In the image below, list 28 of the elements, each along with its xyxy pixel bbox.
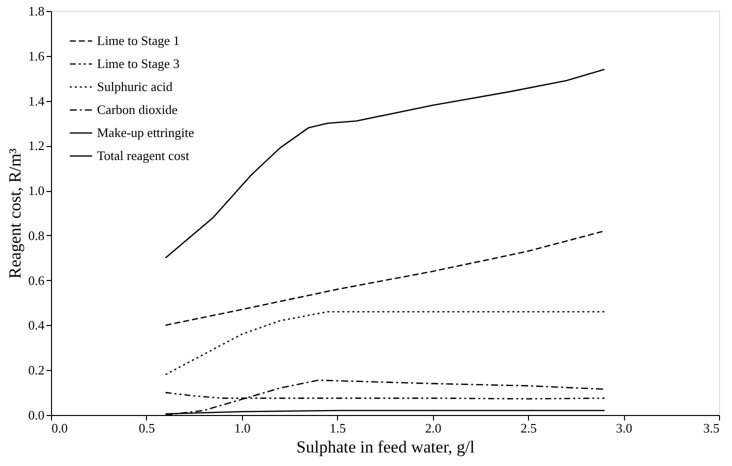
y-tick-label: 0.4: [28, 318, 45, 333]
legend-label: Carbon dioxide: [97, 102, 178, 117]
y-tick-label: 0.0: [28, 408, 44, 422]
x-tick-label: 0.0: [52, 420, 68, 436]
legend-label: Lime to Stage 3: [97, 56, 180, 71]
y-tick-label: 0.8: [28, 228, 44, 243]
line-series: [164, 311, 606, 376]
y-tick-label: 1.4: [28, 93, 45, 108]
y-tick-label: 1.8: [28, 4, 44, 18]
y-axis-title: Reagent cost, R/m³: [5, 148, 24, 279]
x-tick-label: 2.5: [520, 420, 537, 436]
y-tick-label: 1.0: [28, 183, 44, 198]
line-series: [164, 230, 606, 326]
x-axis-title: Sulphate in feed water, g/l: [296, 438, 475, 456]
x-tick-label: 3.5: [703, 420, 720, 436]
x-tick-label: 1.5: [330, 420, 346, 436]
legend-label: Sulphuric acid: [97, 79, 173, 94]
legend-label: Total reagent cost: [97, 148, 190, 163]
x-tick-label: 1.0: [234, 420, 250, 436]
y-tick-label: 0.6: [28, 272, 45, 288]
x-tick-label: 3.0: [616, 420, 632, 436]
x-tick-label: 2.0: [425, 420, 442, 436]
legend-label: Make-up ettringite: [97, 125, 194, 140]
x-tick-label: 0.5: [138, 420, 156, 436]
y-tick-label: 0.2: [28, 362, 44, 378]
legend-label: Lime to Stage 1: [97, 33, 180, 48]
y-tick-label: 1.6: [28, 48, 45, 64]
y-tick-label: 1.2: [28, 138, 44, 154]
